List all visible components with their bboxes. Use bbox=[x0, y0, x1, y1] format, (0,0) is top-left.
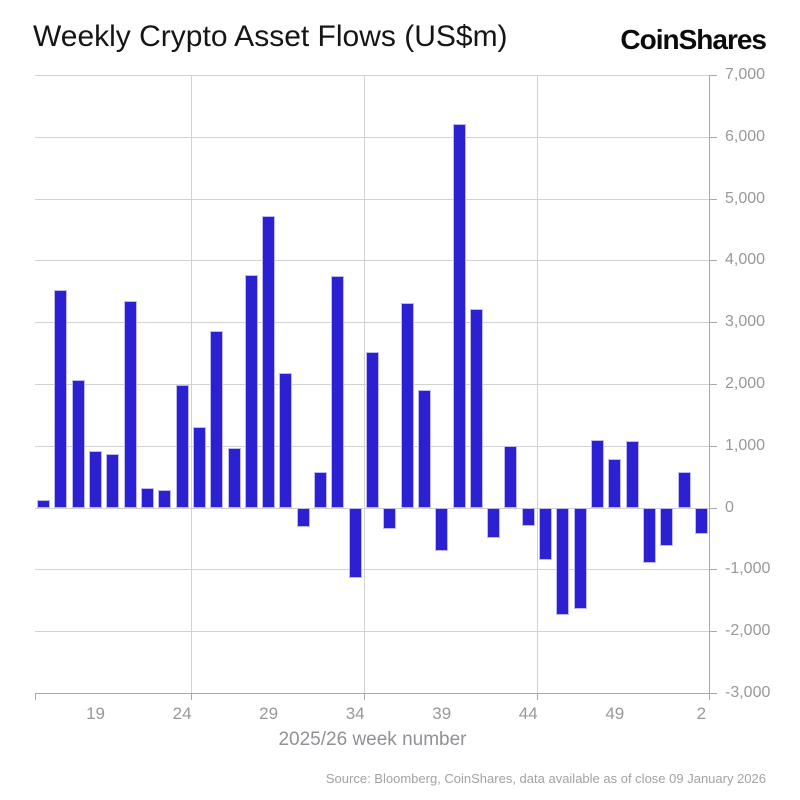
y-tick-label: 1,000 bbox=[725, 436, 766, 454]
y-tick-label: 5,000 bbox=[725, 189, 766, 207]
y-tick-label: 0 bbox=[725, 498, 734, 516]
bar-week-42 bbox=[487, 507, 501, 539]
y-tick-label: -1,000 bbox=[725, 560, 771, 578]
bar-week-33 bbox=[331, 276, 345, 508]
h-gridline bbox=[35, 75, 710, 76]
x-tick-label: 44 bbox=[518, 704, 538, 723]
x-tick-label: 34 bbox=[345, 704, 365, 723]
x-tick-label: 39 bbox=[432, 704, 452, 723]
x-tick-label: 24 bbox=[172, 704, 192, 723]
v-gridline bbox=[536, 75, 538, 693]
bar-week-48 bbox=[591, 439, 604, 508]
y-tick-label: 7,000 bbox=[725, 66, 766, 83]
bar-week-50 bbox=[625, 441, 639, 508]
y-tick-label: 3,000 bbox=[725, 313, 766, 331]
y-tick-mark bbox=[710, 507, 717, 509]
bar-week-43 bbox=[504, 446, 518, 508]
bar-week-35 bbox=[366, 352, 379, 508]
chart-title: Weekly Crypto Asset Flows (US$m) bbox=[33, 20, 508, 53]
bar-week-47 bbox=[573, 507, 587, 609]
bar-week-1 bbox=[677, 472, 691, 508]
bar-week-44 bbox=[521, 507, 535, 526]
bar-week-41 bbox=[469, 309, 483, 508]
x-tick-label: 49 bbox=[605, 704, 625, 723]
x-tick-mark bbox=[35, 693, 36, 700]
h-gridline bbox=[35, 631, 710, 633]
bar-week-31 bbox=[296, 507, 310, 527]
x-tick-mark bbox=[536, 693, 538, 700]
y-tick-mark bbox=[710, 631, 717, 633]
bar-week-45 bbox=[539, 507, 553, 560]
y-tick-mark bbox=[710, 384, 717, 385]
y-tick-label: 2,000 bbox=[725, 375, 766, 392]
x-tick-label: 19 bbox=[86, 704, 106, 723]
h-gridline bbox=[35, 322, 710, 324]
bar-week-38 bbox=[417, 389, 431, 508]
y-tick-label: 6,000 bbox=[725, 127, 766, 145]
x-tick-mark bbox=[709, 693, 710, 700]
x-axis-title: 2025/26 week number bbox=[278, 729, 467, 750]
h-gridline bbox=[35, 198, 710, 200]
y-tick-mark bbox=[710, 445, 717, 447]
bar-week-26 bbox=[210, 331, 224, 508]
x-tick-mark bbox=[363, 693, 365, 700]
y-tick-label: 4,000 bbox=[725, 251, 766, 269]
bar-week-46 bbox=[556, 507, 570, 615]
source-note: Source: Bloomberg, CoinShares, data avai… bbox=[325, 771, 766, 786]
bar-week-30 bbox=[279, 373, 293, 508]
y-tick-mark bbox=[710, 569, 717, 571]
y-tick-mark bbox=[710, 198, 717, 200]
x-tick-label: 2 bbox=[696, 704, 707, 723]
bar-week-34 bbox=[348, 507, 362, 579]
bar-week-16 bbox=[37, 499, 51, 508]
bar-week-37 bbox=[400, 303, 414, 508]
y-tick-mark bbox=[710, 75, 717, 76]
plot-area: 7,000 6,000 5,000 4,000 3,000 2,000 1,000 0 -1,0… bbox=[35, 66, 770, 723]
y-tick-label: -3,000 bbox=[725, 684, 771, 701]
bar-week-24 bbox=[175, 385, 189, 508]
coinshares-logo: CoinShares bbox=[620, 24, 767, 55]
bar-week-22 bbox=[141, 487, 154, 508]
bar-week-2 bbox=[694, 507, 708, 535]
y-tick-mark bbox=[710, 322, 717, 324]
y-tick-mark bbox=[710, 260, 717, 262]
y-tick-mark bbox=[710, 693, 717, 694]
bar-week-17 bbox=[54, 290, 68, 508]
x-tick-mark bbox=[190, 693, 192, 700]
v-gridline bbox=[363, 75, 365, 693]
y-axis-line bbox=[709, 75, 710, 693]
bar-week-28 bbox=[244, 275, 258, 508]
bar-week-32 bbox=[314, 471, 328, 508]
bar-week-39 bbox=[435, 507, 449, 551]
bar-week-21 bbox=[123, 301, 137, 508]
bar-week-23 bbox=[158, 490, 172, 508]
x-tick-label: 29 bbox=[259, 704, 279, 723]
bar-week-51 bbox=[642, 507, 656, 564]
bar-week-52 bbox=[660, 507, 674, 546]
h-gridline bbox=[35, 569, 710, 571]
y-tick-label: -2,000 bbox=[725, 622, 771, 640]
h-gridline bbox=[35, 136, 710, 138]
v-gridline bbox=[190, 75, 192, 693]
bar-week-18 bbox=[71, 379, 85, 508]
y-tick-mark bbox=[710, 136, 717, 138]
h-gridline bbox=[35, 507, 710, 509]
bar-week-27 bbox=[227, 447, 241, 508]
x-axis-line bbox=[35, 693, 710, 694]
bar-week-25 bbox=[192, 427, 206, 508]
bar-week-29 bbox=[262, 215, 276, 508]
bar-week-49 bbox=[608, 459, 622, 508]
bar-week-19 bbox=[89, 450, 103, 508]
bar-week-20 bbox=[106, 454, 120, 508]
bar-week-40 bbox=[452, 124, 466, 508]
h-gridline bbox=[35, 260, 710, 262]
bar-week-36 bbox=[383, 507, 397, 530]
